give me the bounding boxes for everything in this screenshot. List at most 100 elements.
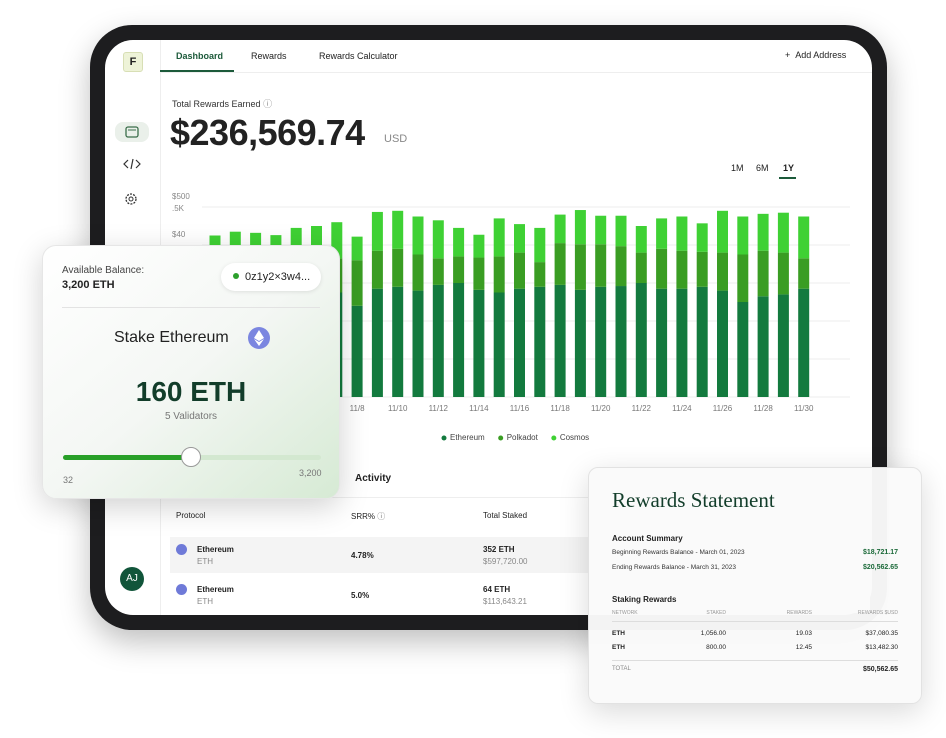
srr: 4.78% [351,551,374,560]
bar-segment [696,286,708,397]
stake-card: Available Balance: 3,200 ETH 0z1y2×3w4..… [42,245,340,499]
divider [612,621,898,622]
bar-segment [717,290,728,397]
bar-segment [351,305,363,397]
tab[interactable]: Rewards Calculator [319,51,398,61]
add-address-label: Add Address [795,50,847,60]
statement-card: Rewards Statement Account Summary Beginn… [588,467,922,704]
bar-segment [777,294,789,397]
range-button[interactable]: 1M [731,163,744,173]
bar-segment [453,283,465,397]
divider [612,660,898,661]
balance: 3,200 ETH [62,279,115,291]
bar-segment [615,215,627,247]
address-pill[interactable]: 0z1y2×3w4... [221,263,321,291]
validators: 5 Validators [164,411,218,422]
nav-settings[interactable] [124,192,138,206]
column-header: NETWORK [612,610,638,616]
protocol-name: Ethereum [197,585,234,594]
x-tick-label: 11/20 [591,404,611,413]
protocol-name: Ethereum [197,545,234,554]
protocol-symbol: ETH [197,597,213,606]
y-tick-label: $500 [172,192,190,201]
nav-code[interactable] [123,157,141,171]
summary-label: Ending Rewards Balance - March 31, 2023 [612,564,736,571]
tab-underline [160,70,234,72]
srr: 5.0% [351,591,370,600]
bar-segment [432,258,444,285]
bar-segment [493,292,505,397]
bar-segment [514,224,525,253]
bar-segment [493,218,505,257]
activity-title: Activity [355,473,392,484]
bar-segment [473,234,485,258]
bar-segment [737,302,749,397]
column-header: STAKED [706,610,726,616]
x-tick-label: 11/30 [794,404,814,413]
bar-segment [717,210,728,253]
bar-segment [412,290,424,397]
eth-icon [248,327,270,349]
bar-segment [371,288,383,397]
bar-segment [757,296,769,397]
bar-segment [371,211,383,251]
x-tick-label: 11/24 [672,404,692,413]
x-tick-label: 11/12 [429,404,449,413]
legend-label: Cosmos [560,433,589,442]
column-header: SRR% ⓘ [351,512,386,521]
column-header: Protocol [176,511,206,520]
bar-segment [534,227,546,263]
legend-marker [551,435,557,441]
bar-segment [493,256,505,293]
range-button[interactable]: 6M [756,163,769,173]
bar-segment [574,244,586,290]
info-icon[interactable]: ⓘ [263,99,273,109]
staked-usd: $113,643.21 [483,597,527,606]
tab[interactable]: Dashboard [176,51,224,61]
summary-label: Total Rewards Earned ⓘ [172,97,272,110]
add-address[interactable]: + Add Address [785,50,847,60]
bar-segment [656,248,668,289]
y-axis-note: .5K [172,204,185,213]
bar-segment [777,212,789,253]
bar-segment [453,227,465,257]
total-amount: $236,569.74 [170,112,365,153]
bar-segment [737,254,749,302]
logo[interactable]: F [123,52,143,72]
slider-knob[interactable] [181,447,201,467]
range-button[interactable]: 1Y [783,163,795,173]
statement-title: Rewards Statement [612,488,775,512]
label: SRR% [351,512,376,521]
bar-segment [534,286,546,397]
bar-segment [656,218,668,249]
bar-segment [351,236,363,261]
bar-segment [331,222,343,259]
column-header: REWARDS $USD [857,610,898,616]
bar-segment [412,254,424,291]
bar-segment [574,210,586,245]
bar-segment [473,257,485,290]
statement-cell: 1,056.00 [700,630,726,637]
bar-segment [392,248,404,287]
bar-segment [554,284,566,397]
bar-segment [676,250,688,289]
bar-segment [798,216,810,259]
slider-max: 3,200 [299,468,322,478]
legend-label: Polkadot [507,433,539,442]
avatar[interactable]: AJ [120,567,144,591]
tab[interactable]: Rewards [251,51,287,61]
total-value: $50,562.65 [862,666,898,673]
x-tick-label: 11/26 [713,404,733,413]
statement-cell: ETH [612,630,625,637]
x-tick-label: 11/18 [550,404,570,413]
bar-segment [473,289,485,397]
bar-segment [453,256,465,283]
bar-segment [615,286,627,397]
currency: USD [384,133,408,145]
statement-cell: $13,482.30 [865,644,898,651]
nav-rewards[interactable] [115,122,149,142]
bar-segment [757,250,769,297]
bar-segment [554,243,566,285]
summary-value: $18,721.17 [862,549,898,556]
statement-cell: ETH [612,644,625,651]
